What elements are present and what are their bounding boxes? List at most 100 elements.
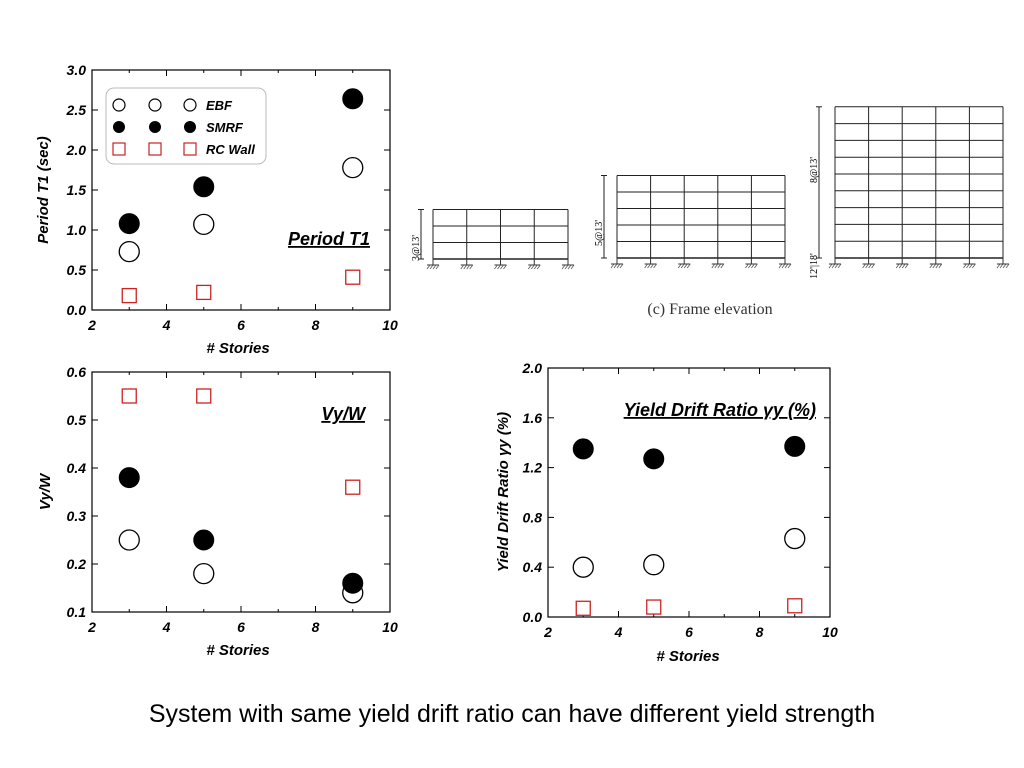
support-hatch — [935, 263, 940, 269]
data-point-filled-circle — [643, 448, 665, 470]
y-tick-label: 1.2 — [523, 460, 543, 476]
support-hatch — [871, 263, 875, 269]
support-hatch — [677, 263, 682, 269]
support-hatch — [784, 263, 789, 269]
period-chart: 2 4 6 8 10 0.0 0.5 1.0 1.5 2.0 2.5 3.0 # Stories Peri… — [35, 62, 398, 357]
x-tick-label: 10 — [822, 624, 838, 640]
frame-frame3: 3@13' — [411, 209, 575, 270]
support-hatch — [714, 263, 719, 269]
support-hatch — [561, 264, 566, 270]
support-hatch — [644, 263, 648, 269]
support-hatch — [717, 263, 722, 269]
figure-canvas: 2 4 6 8 10 0.0 0.5 1.0 1.5 2.0 2.5 3.0 # Stories Peri… — [35, 62, 1010, 665]
y-tick-label: 0.5 — [67, 262, 87, 278]
frame-elevation-diagram: 3@13' 5@13' 8@13' 12'|18' (c) Frame elevatio… — [411, 106, 1010, 318]
legend-marker — [148, 98, 162, 112]
y-tick-label: 0.5 — [67, 412, 87, 428]
data-point-open-square — [196, 284, 212, 301]
data-point-open-circle — [643, 554, 665, 576]
y-axis-label: Vy/W — [37, 472, 54, 510]
legend-marker — [148, 142, 162, 156]
y-axis-label: Period T1 (sec) — [35, 136, 52, 244]
legend-marker — [183, 98, 197, 112]
support-hatch — [536, 264, 541, 270]
support-hatch — [932, 263, 937, 269]
dimension-label: 5@13' — [594, 220, 605, 246]
support-hatch — [868, 263, 872, 269]
base-dimension-label: 12'|18' — [809, 253, 820, 279]
support-hatch — [613, 263, 618, 269]
y-tick-label: 0.3 — [67, 508, 87, 524]
chart-title: Period T1 — [288, 229, 370, 249]
support-hatch — [610, 263, 615, 269]
legend-marker-filled-circle — [113, 121, 125, 133]
support-hatch — [686, 263, 691, 269]
legend-marker-square — [148, 142, 162, 156]
data-point-open-circle — [118, 529, 140, 551]
x-tick-label: 2 — [543, 624, 552, 640]
chart-title: Vy/W — [321, 404, 367, 424]
y-tick-label: 0.0 — [67, 302, 87, 318]
support-hatch — [1002, 263, 1007, 269]
support-hatch — [865, 263, 869, 269]
frame-caption: (c) Frame elevation — [647, 301, 772, 318]
support-hatch — [711, 263, 716, 269]
data-point-open-square — [196, 388, 212, 404]
data-point-open-circle — [784, 527, 806, 550]
support-hatch — [972, 263, 976, 269]
yield-drift-chart: 2 4 6 8 10 0.0 0.4 0.8 1.2 1.6 2.0 # Stories Yield D… — [495, 360, 838, 665]
support-hatch — [969, 263, 973, 269]
x-tick-label: 2 — [87, 317, 96, 333]
support-hatch — [999, 263, 1004, 269]
support-hatch — [435, 264, 440, 270]
support-hatch — [966, 263, 970, 269]
dimension-label: 8@13' — [809, 157, 820, 183]
support-hatch — [781, 263, 786, 269]
legend-marker — [113, 121, 125, 133]
y-tick-label: 2.0 — [522, 360, 543, 376]
data-point-open-square — [345, 479, 361, 495]
y-tick-label: 0.8 — [523, 509, 543, 525]
data-point-filled-circle — [572, 438, 594, 460]
data-point-open-circle — [572, 556, 594, 578]
y-tick-label: 0.1 — [67, 604, 87, 620]
support-hatch — [619, 263, 624, 269]
support-hatch — [570, 264, 575, 270]
support-hatch — [751, 263, 755, 269]
support-hatch — [466, 264, 471, 270]
y-tick-label: 2.5 — [66, 102, 87, 118]
legend-marker — [149, 121, 161, 133]
support-hatch — [469, 264, 474, 270]
x-axis-label: # Stories — [206, 340, 269, 357]
y-tick-label: 1.6 — [523, 410, 543, 426]
data-point-filled-circle — [193, 176, 215, 198]
data-point-open-square — [646, 599, 662, 615]
x-tick-label: 6 — [685, 624, 693, 640]
support-hatch — [862, 263, 866, 269]
support-hatch — [683, 263, 688, 269]
support-hatch — [527, 264, 532, 270]
x-axis-label: # Stories — [656, 648, 719, 665]
data-point-open-circle — [193, 562, 215, 585]
legend-label: SMRF — [206, 120, 244, 135]
y-tick-label: 1.5 — [67, 182, 87, 198]
legend-marker — [112, 98, 126, 112]
x-tick-label: 4 — [162, 619, 171, 635]
legend-marker-filled-circle — [184, 121, 196, 133]
x-tick-label: 4 — [162, 317, 171, 333]
frame-frame9: 8@13' 12'|18' — [809, 106, 1010, 279]
support-hatch — [963, 263, 967, 269]
legend-marker — [183, 142, 197, 156]
data-point-filled-circle — [784, 435, 806, 457]
slide-caption: System with same yield drift ratio can h… — [148, 700, 876, 728]
legend-marker-square — [183, 142, 197, 156]
data-point-open-circle — [118, 240, 140, 263]
support-hatch — [460, 264, 465, 270]
x-tick-label: 2 — [87, 619, 96, 635]
support-hatch — [778, 263, 783, 269]
y-tick-label: 0.4 — [67, 460, 87, 476]
data-point-open-circle — [193, 213, 215, 236]
legend-label: EBF — [206, 98, 233, 113]
chart-title: Yield Drift Ratio γy (%) — [624, 400, 816, 420]
support-hatch — [996, 263, 1001, 269]
